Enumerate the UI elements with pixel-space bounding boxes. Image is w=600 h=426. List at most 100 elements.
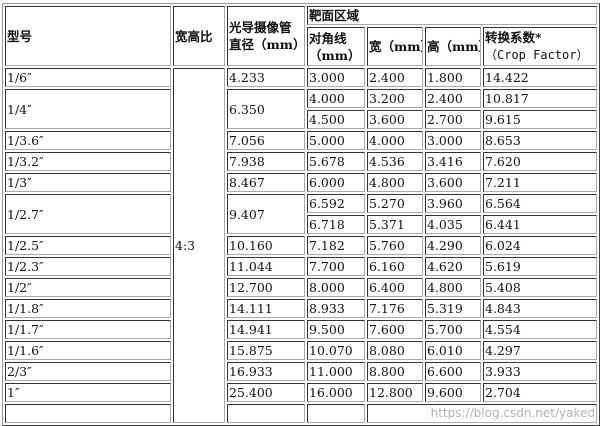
tube-diameter-cell: 11.044 (227, 257, 305, 276)
tube-diameter-cell: 14.111 (227, 299, 305, 318)
height-cell: 4.800 (425, 278, 481, 297)
crop-factor-cell: 5.408 (483, 278, 597, 297)
header-crop-factor-line2: （Crop Factor） (485, 48, 589, 63)
width-cell: 3.600 (367, 110, 423, 129)
diagonal-cell: 7.182 (307, 236, 365, 255)
diagonal-cell: 5.678 (307, 152, 365, 171)
header-width: 宽（mm） (367, 27, 423, 66)
table-row-partial: https://blog.csdn.net/yaked (5, 404, 597, 423)
model-cell: 2/3″ (5, 362, 171, 381)
crop-factor-cell: 8.653 (483, 131, 597, 150)
model-cell: 1/1.6″ (5, 341, 171, 360)
crop-factor-cell: 6.441 (483, 215, 597, 234)
table-row: 1″ 25.400 16.000 12.800 9.600 2.704 (5, 383, 597, 402)
table-row: 1/2.7″ 9.407 6.592 5.270 3.960 6.564 (5, 194, 597, 234)
model-cell: 1/3.6″ (5, 131, 171, 150)
model-cell: 1/2.3″ (5, 257, 171, 276)
tube-diameter-cell: 10.160 (227, 236, 305, 255)
table-row: 1/1.6″ 15.875 10.070 8.080 6.010 4.297 (5, 341, 597, 360)
tube-diameter-cell: 4.233 (227, 68, 305, 87)
model-cell: 1/2.5″ (5, 236, 171, 255)
width-cell: 8.800 (367, 362, 423, 381)
tube-diameter-cell: 6.350 (227, 89, 305, 129)
table-row: 2/3″ 16.933 11.000 8.800 6.600 3.933 (5, 362, 597, 381)
table-row: 1/1.7″ 14.941 9.500 7.600 5.700 4.554 (5, 320, 597, 339)
table-row: 1/1.8″ 14.111 8.933 7.176 5.319 4.843 (5, 299, 597, 318)
model-cell: 1/1.8″ (5, 299, 171, 318)
header-crop-factor-line1: 转换系数* (485, 30, 542, 46)
table-row: 1/4″ 6.350 4.000 3.200 2.400 10.817 (5, 89, 597, 129)
aspect-ratio-cell: 4:3 (173, 68, 225, 423)
header-model: 型号 (5, 6, 171, 66)
crop-factor-cell: 7.620 (483, 152, 597, 171)
width-cell: 3.200 (367, 89, 423, 108)
diagonal-cell: 6.000 (307, 173, 365, 192)
width-cell: 4.000 (367, 131, 423, 150)
table-row: 1/2.5″ 10.160 7.182 5.760 4.290 6.024 (5, 236, 597, 255)
width-cell: 7.176 (367, 299, 423, 318)
tube-diameter-cell: 7.938 (227, 152, 305, 171)
diagonal-cell: 9.500 (307, 320, 365, 339)
crop-factor-cell: 2.704 (483, 383, 597, 402)
diagonal-cell: 4.000 (307, 89, 365, 108)
diagonal-cell: 16.000 (307, 383, 365, 402)
height-cell: 4.035 (425, 215, 481, 234)
header-aspect-ratio: 宽高比 (173, 6, 225, 66)
height-cell: 5.700 (425, 320, 481, 339)
height-cell: 2.700 (425, 110, 481, 129)
height-cell: 3.416 (425, 152, 481, 171)
crop-factor-cell: 5.619 (483, 257, 597, 276)
crop-factor-cell: 10.817 (483, 89, 597, 108)
height-cell: 9.600 (425, 383, 481, 402)
model-cell: 1″ (5, 383, 171, 402)
width-cell: 5.270 (367, 194, 423, 213)
header-row: 型号 宽高比 光导摄像管直径（mm） 靶面区域 (5, 6, 597, 66)
diagonal-cell: 5.000 (307, 131, 365, 150)
model-cell: 1/1.7″ (5, 320, 171, 339)
diagonal-cell: 7.700 (307, 257, 365, 276)
model-cell: 1/3.2″ (5, 152, 171, 171)
width-cell: 12.800 (367, 383, 423, 402)
crop-factor-cell: 6.024 (483, 236, 597, 255)
diagonal-cell: 6.718 (307, 215, 365, 234)
height-cell: 4.620 (425, 257, 481, 276)
model-cell: 1/4″ (5, 89, 171, 129)
header-tube-diameter: 光导摄像管直径（mm） (227, 6, 305, 66)
model-cell: 1/6″ (5, 68, 171, 87)
height-cell: 3.960 (425, 194, 481, 213)
crop-factor-cell: 3.933 (483, 362, 597, 381)
diagonal-cell: 6.592 (307, 194, 365, 213)
width-cell: 2.400 (367, 68, 423, 87)
width-cell: 6.160 (367, 257, 423, 276)
model-cell: 1/2″ (5, 278, 171, 297)
crop-factor-cell: 4.297 (483, 341, 597, 360)
height-cell: 1.800 (425, 68, 481, 87)
width-cell: 6.400 (367, 278, 423, 297)
tube-diameter-cell: 7.056 (227, 131, 305, 150)
model-cell: 1/2.7″ (5, 194, 171, 234)
crop-factor-cell: 7.211 (483, 173, 597, 192)
table-row: 1/3.2″ 7.938 5.678 4.536 3.416 7.620 (5, 152, 597, 171)
diagonal-cell: 8.000 (307, 278, 365, 297)
header-crop-factor: 转换系数* （Crop Factor） (483, 27, 597, 66)
tube-diameter-cell: 9.407 (227, 194, 305, 234)
header-height: 高（mm） (425, 27, 481, 66)
table-row: 1/3″ 8.467 6.000 4.800 3.600 7.211 (5, 173, 597, 192)
height-cell: 4.290 (425, 236, 481, 255)
width-cell: 8.080 (367, 341, 423, 360)
height-cell: 6.600 (425, 362, 481, 381)
diagonal-cell: 3.000 (307, 68, 365, 87)
height-cell: 2.400 (425, 89, 481, 108)
tube-diameter-cell: 8.467 (227, 173, 305, 192)
diagonal-cell: 4.500 (307, 110, 365, 129)
crop-factor-cell: 4.554 (483, 320, 597, 339)
header-diagonal: 对角线（mm） (307, 27, 365, 66)
height-cell: 3.600 (425, 173, 481, 192)
table-row: 4.500 3.600 2.700 9.615 (5, 110, 597, 129)
watermark: https://blog.csdn.net/yaked (367, 404, 597, 423)
crop-factor-cell: 6.564 (483, 194, 597, 213)
table-row: 1/3.6″ 7.056 5.000 4.000 3.000 8.653 (5, 131, 597, 150)
tube-diameter-cell: 15.875 (227, 341, 305, 360)
tube-diameter-cell: 25.400 (227, 383, 305, 402)
